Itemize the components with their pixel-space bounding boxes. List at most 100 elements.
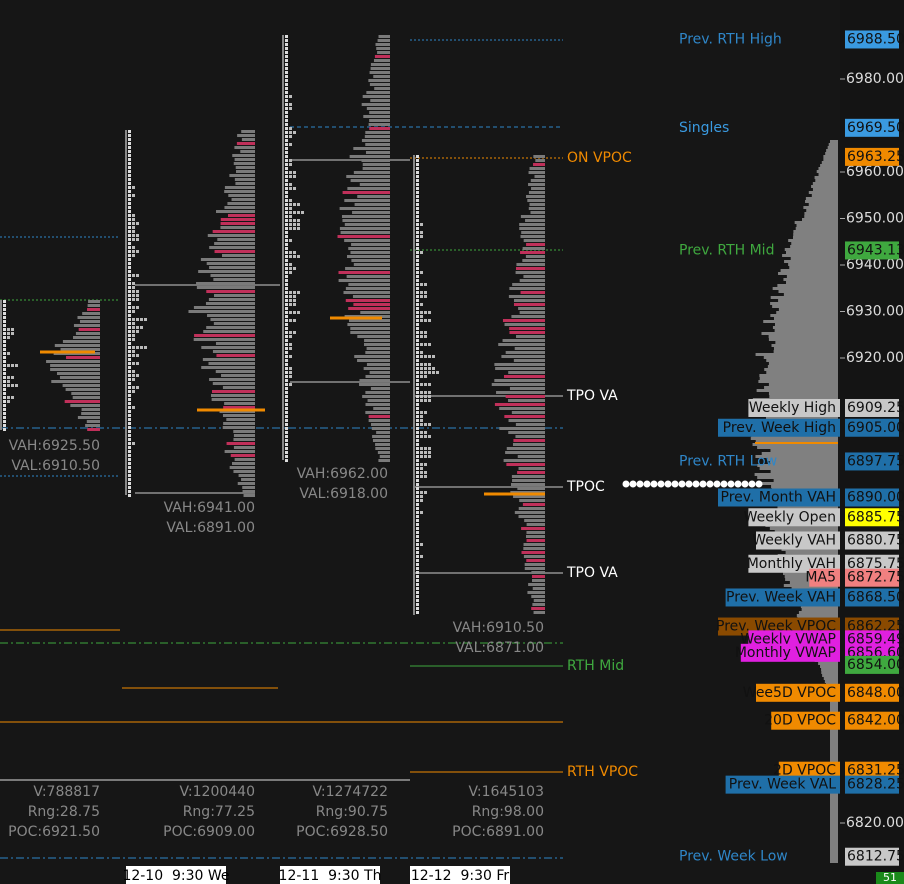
price-tag-bg bbox=[845, 508, 899, 527]
tpo-letter bbox=[285, 235, 288, 238]
tpo-letter bbox=[289, 383, 292, 386]
composite-volume-bar bbox=[830, 758, 838, 761]
tpo-letter bbox=[416, 219, 419, 222]
tpo-letter bbox=[416, 499, 419, 502]
tpo-letter bbox=[128, 194, 131, 197]
tpo-letter bbox=[297, 223, 300, 226]
tpo-letter bbox=[128, 142, 131, 145]
volume-bar bbox=[78, 328, 100, 331]
volume-bar bbox=[216, 210, 255, 213]
tpo-letter bbox=[285, 243, 288, 246]
composite-volume-bar bbox=[769, 395, 838, 398]
tpo-letter bbox=[420, 363, 423, 366]
volume-bar bbox=[65, 388, 100, 391]
tpo-letter bbox=[285, 359, 288, 362]
tpo-letter bbox=[416, 423, 419, 426]
tpo-letter bbox=[128, 278, 131, 281]
volume-bar bbox=[491, 383, 545, 386]
composite-volume-bar bbox=[830, 839, 838, 842]
composite-volume-bar bbox=[812, 182, 838, 185]
tpo-letter bbox=[285, 51, 288, 54]
tpo-letter bbox=[3, 376, 6, 379]
volume-bar bbox=[368, 419, 390, 422]
volume-bar bbox=[361, 159, 390, 162]
volume-bar bbox=[223, 422, 255, 425]
composite-volume-bar bbox=[794, 221, 838, 224]
poc-marker bbox=[650, 480, 658, 488]
tpo-letter bbox=[136, 386, 139, 389]
volume-bar bbox=[504, 323, 545, 326]
volume-bar bbox=[88, 300, 100, 303]
tpo-letter bbox=[416, 539, 419, 542]
tpo-letter bbox=[420, 383, 423, 386]
volume-bar bbox=[508, 371, 545, 374]
tpo-letter bbox=[420, 315, 423, 318]
composite-volume-bar bbox=[823, 677, 838, 680]
volume-bar bbox=[224, 402, 255, 405]
volume-bar bbox=[213, 322, 255, 325]
volume-bar bbox=[236, 142, 255, 145]
composite-volume-bar bbox=[763, 356, 838, 359]
volume-bar bbox=[81, 412, 100, 415]
tpo-letter bbox=[416, 443, 419, 446]
tpo-letter bbox=[132, 214, 135, 217]
tpo-letter bbox=[416, 359, 419, 362]
tpo-letter bbox=[285, 259, 288, 262]
tpo-letter bbox=[289, 347, 292, 350]
volume-bar bbox=[350, 251, 390, 254]
tpo-letter bbox=[285, 403, 288, 406]
volume-bar bbox=[230, 454, 255, 457]
volume-bar bbox=[242, 490, 255, 493]
price-tag: 6988.50 bbox=[847, 31, 904, 47]
price-tag-bg bbox=[845, 588, 899, 607]
poc-marker bbox=[657, 480, 665, 488]
tpo-letter bbox=[420, 343, 423, 346]
tpo-letter bbox=[285, 395, 288, 398]
tpo-letter bbox=[424, 367, 427, 370]
composite-volume-bar bbox=[830, 854, 838, 857]
volume-bar bbox=[62, 384, 100, 387]
tpo-letter bbox=[132, 390, 135, 393]
tpo-letter bbox=[420, 555, 423, 558]
volume-bar bbox=[374, 87, 390, 90]
tpo-letter bbox=[416, 235, 419, 238]
date-label: 12-10 9:30 We bbox=[122, 868, 229, 884]
volume-bar bbox=[87, 304, 100, 307]
tpo-letter bbox=[416, 347, 419, 350]
composite-volume-bar bbox=[830, 710, 838, 713]
tpo-letter bbox=[420, 331, 423, 334]
price-tag-bg bbox=[845, 683, 899, 702]
composite-volume-bar bbox=[790, 257, 838, 260]
volume-bar bbox=[220, 226, 255, 229]
composite-volume-bar bbox=[770, 296, 838, 299]
volume-bar bbox=[531, 595, 545, 598]
tpo-letter bbox=[432, 371, 435, 374]
tpo-letter bbox=[132, 374, 135, 377]
tpo-letter bbox=[416, 403, 419, 406]
tpo-letter bbox=[416, 523, 419, 526]
tpo-letter bbox=[132, 250, 135, 253]
volume-bar bbox=[512, 479, 545, 482]
tpo-letter bbox=[285, 239, 288, 242]
volume-bar bbox=[523, 547, 545, 550]
session-range: Rng:28.75 bbox=[28, 804, 100, 820]
tpo-letter bbox=[3, 304, 6, 307]
composite-volume-bar bbox=[830, 800, 838, 803]
volume-bar bbox=[502, 339, 545, 342]
price-tag-bg bbox=[845, 711, 899, 730]
tpo-letter bbox=[285, 159, 288, 162]
volume-bar bbox=[231, 462, 255, 465]
level-label-bg bbox=[778, 761, 840, 780]
tpo-letter bbox=[416, 223, 419, 226]
tpo-letter bbox=[128, 178, 131, 181]
tpo-letter bbox=[3, 348, 6, 351]
tpo-letter bbox=[424, 355, 427, 358]
tpo-letter bbox=[285, 163, 288, 166]
tpo-letter bbox=[3, 328, 6, 331]
volume-bar bbox=[531, 607, 545, 610]
volume-bar bbox=[524, 563, 545, 566]
level-label-bg bbox=[718, 418, 840, 437]
tpo-letter bbox=[289, 187, 292, 190]
volume-bar bbox=[365, 375, 390, 378]
tpo-letter bbox=[436, 371, 439, 374]
